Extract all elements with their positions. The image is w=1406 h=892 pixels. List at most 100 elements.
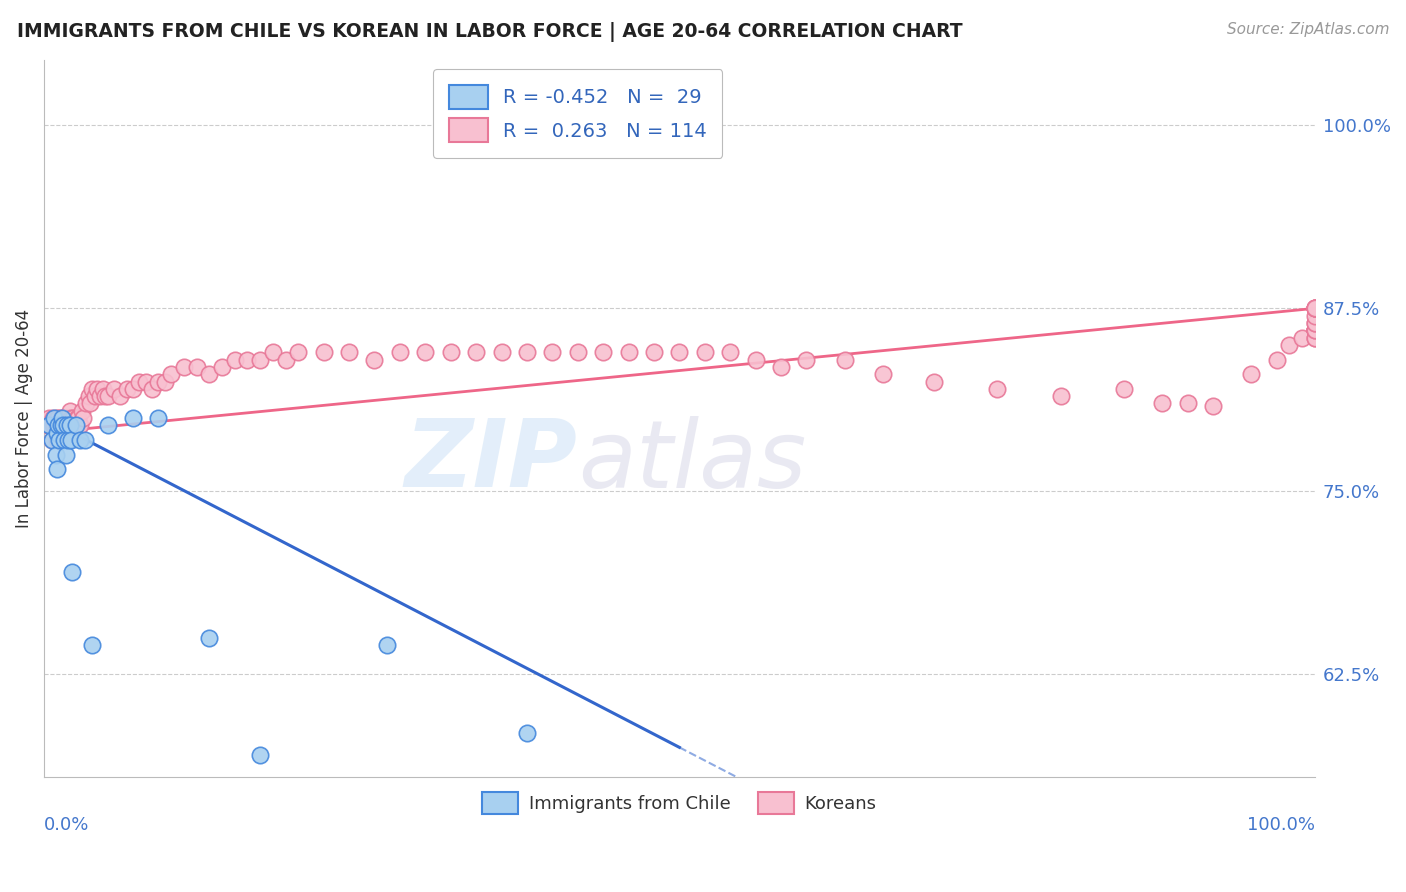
Point (922, 375, 945, 389)
Point (770, 359, 793, 374)
Point (38, 418, 60, 433)
Point (986, 382, 1008, 396)
Point (42, 418, 65, 433)
Point (236, 352, 259, 367)
Point (198, 368, 221, 382)
Point (86, 382, 108, 396)
Point (69, 418, 91, 433)
Point (541, 345, 564, 359)
Point (249, 747, 271, 762)
Point (45, 448, 67, 462)
Point (77, 389, 100, 403)
Point (1303, 323, 1326, 337)
Point (617, 345, 640, 359)
Point (643, 345, 665, 359)
Point (38, 411, 60, 425)
Point (91, 382, 114, 396)
Point (122, 411, 145, 425)
Point (49, 425, 72, 440)
Point (46, 418, 69, 433)
Point (59, 411, 82, 425)
Point (1303, 301, 1326, 316)
Point (79, 396, 101, 410)
Point (51, 411, 73, 425)
Point (45, 411, 67, 425)
Point (567, 345, 589, 359)
Point (63, 418, 86, 433)
Point (67, 411, 90, 425)
Point (274, 352, 297, 367)
Point (1112, 382, 1135, 396)
Point (1303, 323, 1326, 337)
Point (1303, 323, 1326, 337)
Point (872, 368, 894, 382)
Point (51, 433, 73, 447)
Text: 100.0%: 100.0% (1247, 816, 1315, 834)
Point (128, 375, 150, 389)
Point (1291, 331, 1313, 345)
Point (103, 382, 125, 396)
Point (58, 433, 80, 447)
Point (287, 345, 309, 359)
Point (75, 396, 97, 410)
Text: IMMIGRANTS FROM CHILE VS KOREAN IN LABOR FORCE | AGE 20-64 CORRELATION CHART: IMMIGRANTS FROM CHILE VS KOREAN IN LABOR… (17, 22, 963, 42)
Point (375, 638, 398, 652)
Point (224, 352, 246, 367)
Point (69, 433, 91, 447)
Point (70, 404, 93, 418)
Point (1303, 301, 1326, 316)
Point (744, 352, 766, 367)
Point (1152, 396, 1174, 410)
Point (1303, 323, 1326, 337)
Point (465, 345, 488, 359)
Point (39, 418, 62, 433)
Point (1049, 389, 1071, 403)
Point (55, 448, 77, 462)
Point (94, 389, 117, 403)
Point (1265, 352, 1288, 367)
Point (262, 345, 284, 359)
Point (668, 345, 690, 359)
Point (97, 418, 120, 433)
Point (413, 345, 436, 359)
Text: 0.0%: 0.0% (44, 816, 90, 834)
Point (1240, 368, 1263, 382)
Point (363, 352, 385, 367)
Point (60, 565, 83, 579)
Point (1202, 400, 1225, 414)
Point (58, 411, 80, 425)
Point (516, 725, 538, 739)
Point (693, 345, 716, 359)
Point (388, 345, 411, 359)
Point (440, 345, 463, 359)
Point (58, 404, 80, 418)
Point (82, 638, 104, 652)
Point (45, 462, 67, 476)
Point (51, 418, 73, 433)
Point (122, 382, 145, 396)
Point (1303, 301, 1326, 316)
Point (66, 411, 89, 425)
Point (56, 418, 79, 433)
Point (62, 411, 84, 425)
Point (173, 359, 195, 374)
Point (52, 418, 75, 433)
Point (44, 411, 66, 425)
Point (211, 359, 233, 374)
Point (153, 375, 176, 389)
Point (48, 433, 70, 447)
Point (41, 433, 63, 447)
Point (337, 345, 360, 359)
Point (796, 352, 818, 367)
Point (60, 418, 83, 433)
Point (59, 433, 82, 447)
Point (516, 345, 538, 359)
Point (45, 418, 67, 433)
Point (1303, 323, 1326, 337)
Point (198, 631, 221, 645)
Point (1303, 309, 1326, 323)
Point (45, 433, 67, 447)
Point (55, 411, 77, 425)
Point (249, 352, 271, 367)
Point (718, 345, 741, 359)
